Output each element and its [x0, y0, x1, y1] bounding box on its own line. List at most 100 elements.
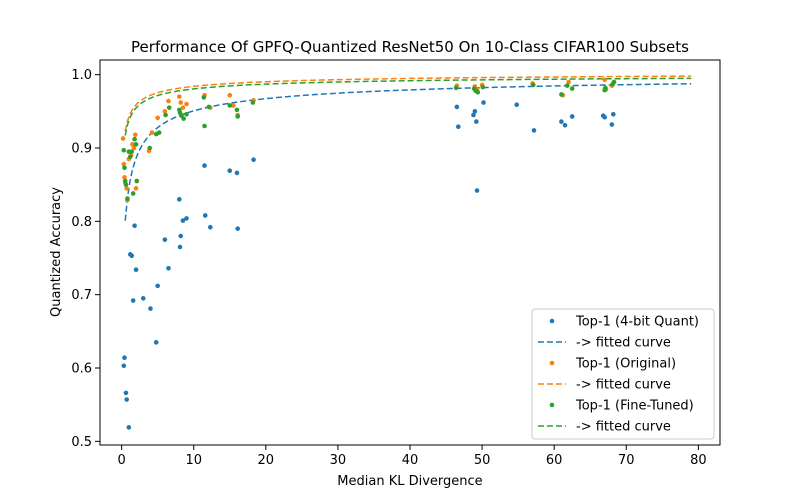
scatter-point-series-1	[514, 102, 519, 108]
chart-title: Performance Of GPFQ-Quantized ResNet50 O…	[131, 38, 689, 56]
scatter-point-series-3	[147, 145, 153, 151]
scatter-point-series-1	[140, 296, 146, 301]
y-tick-label: 0.5	[71, 435, 92, 450]
scatter-point-series-3	[234, 107, 240, 113]
scatter-point-series-3	[129, 149, 135, 154]
x-axis-ticks: 0 10 20 30 40 50 60 70 80	[117, 445, 707, 468]
scatter-point-series-1	[121, 363, 127, 369]
scatter-point-series-2	[227, 92, 233, 98]
x-tick-label: 70	[618, 453, 635, 468]
legend-label: Top-1 (4-bit Quant)	[575, 315, 699, 330]
scatter-point-series-1	[569, 114, 575, 119]
scatter-point-series-1	[481, 100, 486, 105]
legend-label: -> fitted curve	[576, 336, 671, 351]
scatter-point-series-2	[566, 79, 571, 85]
scatter-point-series-1	[454, 104, 460, 110]
y-tick-label: 1.0	[71, 68, 92, 83]
fitted-curves	[124, 75, 692, 221]
scatter-point-series-3	[122, 178, 128, 184]
scatter-point-series-3	[132, 136, 137, 142]
scatter-point-series-1	[129, 253, 135, 259]
scatter-point-series-1	[227, 168, 233, 174]
legend-label: -> fitted curve	[576, 378, 671, 393]
scatter-point-series-1	[474, 119, 479, 124]
scatter-point-series-2	[121, 161, 127, 167]
scatter-point-series-3	[611, 79, 617, 85]
legend-label: Top-1 (Fine-Tuned)	[575, 399, 694, 414]
scatter-point-series-1	[130, 298, 136, 303]
scatter-point-series-3	[156, 130, 162, 135]
scatter-point-series-1	[234, 170, 240, 176]
scatter-point-series-3	[453, 85, 459, 91]
scatter-point-series-1	[133, 267, 139, 273]
scatter-point-series-1	[562, 122, 568, 128]
scatter-point-series-3	[202, 123, 207, 129]
x-tick-label: 80	[690, 453, 707, 468]
scatter-point-series-3	[480, 84, 486, 90]
scatter-point-series-1	[609, 122, 615, 127]
scatter-point-series-3	[564, 83, 570, 88]
scatter-point-series-3	[475, 89, 481, 95]
scatter-point-series-3	[250, 100, 256, 105]
scatter-point-series-2	[178, 100, 184, 105]
legend-label: Top-1 (Original)	[575, 357, 676, 372]
scatter-point-series-3	[603, 85, 608, 91]
scatter-point-series-3	[530, 82, 536, 88]
scatter-point-series-1	[123, 390, 129, 396]
scatter-point-series-1	[559, 119, 564, 124]
fitted-curve-1	[124, 82, 692, 221]
scatter-point-series-2	[166, 98, 171, 104]
scatter-point-series-2	[133, 186, 139, 191]
scatter-point-series-1	[456, 124, 461, 130]
scatter-point-series-1	[184, 216, 189, 221]
scatter-point-series-1	[178, 233, 184, 239]
scatter-point-series-2	[184, 101, 189, 107]
scatter-point-series-3	[121, 147, 127, 153]
scatter-point-series-3	[201, 95, 207, 100]
scatter-point-series-2	[602, 77, 607, 83]
legend-label: -> fitted curve	[576, 420, 671, 435]
scatter-point-series-3	[122, 165, 127, 171]
scatter-point-series-1	[148, 306, 153, 311]
scatter-point-series-3	[123, 182, 129, 187]
scatter-point-series-3	[127, 154, 133, 160]
scatter-point-series-3	[184, 111, 189, 117]
legend-marker	[549, 360, 555, 366]
x-tick-label: 50	[474, 453, 491, 468]
scatter-point-series-3	[227, 103, 233, 108]
scatter-point-series-1	[177, 197, 182, 202]
scatter-point-series-3	[206, 104, 212, 110]
scatter-point-series-2	[133, 132, 138, 138]
x-tick-label: 40	[402, 453, 419, 468]
scatter-point-series-1	[153, 340, 159, 345]
scatter-point-series-2	[131, 145, 137, 151]
scatter-point-series-3	[181, 116, 186, 121]
scatter-point-series-1	[162, 237, 168, 242]
scatter-point-series-1	[124, 397, 129, 402]
scatter-point-series-1	[180, 218, 186, 223]
scatter-point-series-3	[163, 112, 168, 118]
legend-marker	[549, 318, 555, 324]
x-tick-label: 20	[258, 453, 275, 468]
scatter-point-series-2	[149, 130, 155, 135]
scatter-point-series-2	[130, 142, 135, 147]
scatter-point-series-1	[132, 223, 137, 229]
scatter-point-series-1	[177, 244, 183, 250]
y-tick-label: 0.6	[71, 362, 92, 377]
fitted-curve-2	[124, 75, 692, 132]
scatter-point-series-1	[611, 111, 616, 117]
legend-frame	[531, 308, 715, 440]
scatter-point-series-1	[155, 283, 160, 289]
y-tick-label: 0.9	[71, 142, 92, 157]
scatter-point-series-2	[122, 175, 127, 180]
fitted-curve-3	[124, 77, 692, 136]
scatter-point-series-3	[235, 114, 240, 119]
y-axis-label: Quantized Accuracy	[49, 187, 64, 317]
y-tick-label: 0.8	[71, 215, 92, 230]
scatter-point-series-1	[202, 163, 207, 168]
x-tick-label: 0	[117, 453, 125, 468]
x-tick-label: 10	[185, 453, 202, 468]
scatter-points	[120, 77, 617, 430]
scatter-point-series-3	[134, 178, 140, 184]
